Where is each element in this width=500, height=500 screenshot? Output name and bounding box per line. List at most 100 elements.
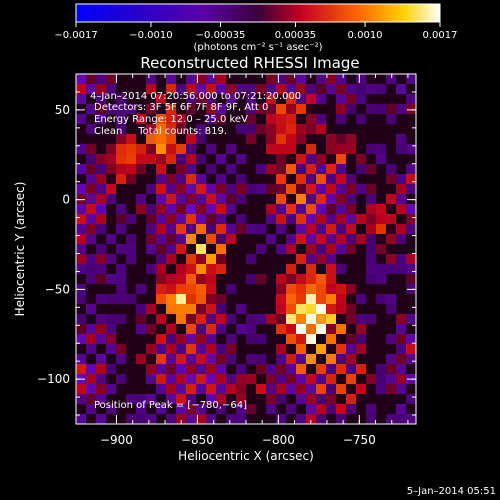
heatmap-cell xyxy=(116,94,126,104)
heatmap-cell xyxy=(266,394,276,404)
heatmap-cell xyxy=(136,304,146,314)
heatmap-cell xyxy=(306,174,316,184)
heatmap-cell xyxy=(406,404,416,414)
heatmap-cell xyxy=(236,114,246,124)
heatmap-cell xyxy=(346,294,356,304)
heatmap-cell xyxy=(86,214,96,224)
heatmap-cell xyxy=(106,364,116,374)
heatmap-cell xyxy=(346,374,356,384)
heatmap-cell xyxy=(406,184,416,194)
heatmap-cell xyxy=(246,274,256,284)
heatmap-cell xyxy=(216,294,226,304)
heatmap-cell xyxy=(396,174,406,184)
heatmap-cell xyxy=(296,374,306,384)
heatmap-cell xyxy=(316,334,326,344)
heatmap-cell xyxy=(406,334,416,344)
heatmap-cell xyxy=(166,344,176,354)
heatmap-cell xyxy=(386,384,396,394)
heatmap-cell xyxy=(106,354,116,364)
heatmap-cell xyxy=(136,134,146,144)
heatmap-cell xyxy=(366,104,376,114)
heatmap-cell xyxy=(196,414,206,424)
heatmap-cell xyxy=(96,124,106,134)
heatmap-cell xyxy=(96,194,106,204)
heatmap-cell xyxy=(306,344,316,354)
heatmap-cell xyxy=(316,84,326,94)
heatmap-cell xyxy=(76,314,86,324)
heatmap-cell xyxy=(276,194,286,204)
heatmap-cell xyxy=(336,354,346,364)
heatmap-cell xyxy=(306,134,316,144)
heatmap-cell xyxy=(236,364,246,374)
heatmap-cell xyxy=(376,414,386,424)
heatmap-cell xyxy=(196,124,206,134)
heatmap-cell xyxy=(96,104,106,114)
heatmap-cell xyxy=(196,394,206,404)
heatmap-cell xyxy=(226,224,236,234)
heatmap-cell xyxy=(376,254,386,264)
heatmap-cell xyxy=(296,314,306,324)
heatmap-cell xyxy=(126,414,136,424)
heatmap-cell xyxy=(196,174,206,184)
heatmap-cell xyxy=(116,284,126,294)
heatmap-cell xyxy=(246,364,256,374)
heatmap-cell xyxy=(136,384,146,394)
heatmap-cell xyxy=(96,284,106,294)
heatmap-cell xyxy=(236,144,246,154)
heatmap-cell xyxy=(336,94,346,104)
heatmap-cell xyxy=(326,204,336,214)
heatmap-cell xyxy=(186,254,196,264)
heatmap-cell xyxy=(326,304,336,314)
heatmap-cell xyxy=(166,144,176,154)
colorbar-tick-label: 0.0017 xyxy=(423,30,458,41)
heatmap-cell xyxy=(136,364,146,374)
heatmap-cell xyxy=(106,314,116,324)
heatmap-cell xyxy=(186,194,196,204)
heatmap-cell xyxy=(376,234,386,244)
heatmap-cell xyxy=(226,144,236,154)
heatmap-cell xyxy=(346,314,356,324)
heatmap-cell xyxy=(376,134,386,144)
heatmap-cell xyxy=(256,84,266,94)
heatmap-cell xyxy=(236,84,246,94)
heatmap-cell xyxy=(286,144,296,154)
heatmap-cell xyxy=(86,104,96,114)
heatmap-cell xyxy=(166,244,176,254)
heatmap-cell xyxy=(366,324,376,334)
x-tick-label: −850 xyxy=(181,433,214,447)
heatmap-cell xyxy=(396,324,406,334)
heatmap-cell xyxy=(336,304,346,314)
heatmap-cell xyxy=(106,394,116,404)
heatmap-cell xyxy=(306,74,316,84)
annotation-detectors: Detectors: 3F 5F 6F 7F 8F 9F, Att 0 xyxy=(94,102,268,113)
heatmap-cell xyxy=(366,394,376,404)
heatmap-cell xyxy=(326,244,336,254)
heatmap-cell xyxy=(106,144,116,154)
heatmap-cell xyxy=(186,234,196,244)
heatmap-cell xyxy=(196,154,206,164)
heatmap-cell xyxy=(226,254,236,264)
heatmap-cell xyxy=(316,214,326,224)
heatmap-cell xyxy=(126,114,136,124)
heatmap-cell xyxy=(296,104,306,114)
heatmap-cell xyxy=(76,194,86,204)
heatmap-cell xyxy=(316,314,326,324)
heatmap-cell xyxy=(376,194,386,204)
heatmap-cell xyxy=(406,224,416,234)
heatmap-cell xyxy=(146,324,156,334)
heatmap-cell xyxy=(366,354,376,364)
heatmap-cell xyxy=(266,284,276,294)
heatmap-cell xyxy=(246,144,256,154)
heatmap-cell xyxy=(386,324,396,334)
heatmap-cell xyxy=(116,174,126,184)
heatmap-cell xyxy=(246,194,256,204)
heatmap-cell xyxy=(336,214,346,224)
heatmap-cell xyxy=(76,414,86,424)
heatmap-cell xyxy=(276,364,286,374)
heatmap-cell xyxy=(326,184,336,194)
heatmap-cell xyxy=(256,374,266,384)
heatmap-cell xyxy=(386,164,396,174)
heatmap-cell xyxy=(156,264,166,274)
heatmap-cell xyxy=(406,324,416,334)
heatmap-cell xyxy=(346,234,356,244)
